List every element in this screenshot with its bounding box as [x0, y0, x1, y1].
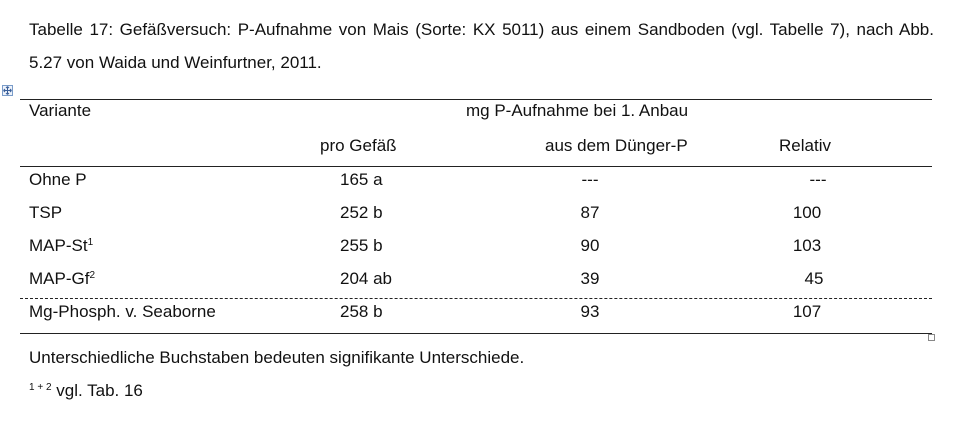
header-group: mg P-Aufnahme bei 1. Anbau [466, 101, 689, 120]
table-top-rule [20, 99, 932, 100]
row-aus-duenger: 93 [580, 302, 600, 321]
footnote-reference: 1 + 2 vgl. Tab. 16 [29, 381, 143, 401]
row-aus-duenger: 87 [580, 203, 600, 222]
row-relativ: 100 [792, 203, 822, 222]
table-separator-rule [20, 298, 932, 299]
table-header-rule [20, 166, 932, 167]
header-variant: Variante [29, 101, 92, 120]
row-pro-gefaess: 204 ab [340, 269, 392, 288]
row-variant: Mg-Phosph. v. Seaborne [29, 302, 216, 321]
row-relativ: 107 [792, 302, 822, 321]
row-pro-gefaess: 252 b [340, 203, 383, 222]
header-pro-gefaess: pro Gefäß [320, 136, 397, 155]
row-variant: TSP [29, 203, 63, 222]
row-variant: Ohne P [29, 170, 87, 189]
row-relativ: 103 [792, 236, 822, 255]
table-bottom-rule [20, 333, 932, 334]
row-aus-duenger: 39 [580, 269, 600, 288]
table-move-handle-icon[interactable] [2, 85, 13, 96]
row-pro-gefaess: 255 b [340, 236, 383, 255]
header-aus-duenger: aus dem Dünger-P [545, 136, 688, 155]
row-pro-gefaess: 258 b [340, 302, 383, 321]
footnote-reference-marks: 1 + 2 [29, 382, 52, 393]
row-aus-duenger: 90 [580, 236, 600, 255]
row-relativ: --- [809, 170, 827, 189]
row-variant: MAP-Gf2 [29, 269, 96, 288]
table-resize-handle[interactable] [928, 334, 935, 341]
footnote-reference-text: vgl. Tab. 16 [51, 381, 143, 400]
row-relativ: 45 [804, 269, 824, 288]
footnote-significance: Unterschiedliche Buchstaben bedeuten sig… [29, 348, 525, 367]
table-caption: Tabelle 17: Gefäßversuch: P-Aufnahme von… [29, 20, 934, 72]
row-aus-duenger: --- [581, 170, 599, 189]
row-variant: MAP-St1 [29, 236, 94, 255]
header-relativ: Relativ [779, 136, 831, 155]
row-pro-gefaess: 165 a [340, 170, 383, 189]
